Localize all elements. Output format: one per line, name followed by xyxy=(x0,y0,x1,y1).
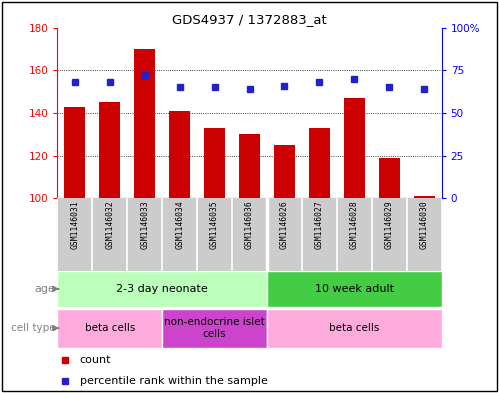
Bar xyxy=(414,196,435,198)
Text: cell type: cell type xyxy=(11,323,55,333)
Bar xyxy=(134,49,155,198)
Bar xyxy=(169,111,190,198)
Text: GSM1146028: GSM1146028 xyxy=(350,201,359,250)
Text: GSM1146030: GSM1146030 xyxy=(420,201,429,250)
Bar xyxy=(57,309,162,348)
Text: GSM1146035: GSM1146035 xyxy=(210,201,219,250)
Bar xyxy=(204,128,225,198)
Bar xyxy=(274,145,295,198)
Text: percentile rank within the sample: percentile rank within the sample xyxy=(80,376,268,386)
Bar xyxy=(64,107,85,198)
Text: non-endocrine islet
cells: non-endocrine islet cells xyxy=(164,318,265,339)
Bar xyxy=(309,128,330,198)
Text: beta cells: beta cells xyxy=(329,323,379,333)
Text: beta cells: beta cells xyxy=(85,323,135,333)
Title: GDS4937 / 1372883_at: GDS4937 / 1372883_at xyxy=(172,13,327,26)
Text: age: age xyxy=(34,284,55,294)
Text: GSM1146029: GSM1146029 xyxy=(385,201,394,250)
Text: GSM1146032: GSM1146032 xyxy=(105,201,114,250)
Text: 10 week adult: 10 week adult xyxy=(315,284,394,294)
Bar xyxy=(162,309,267,348)
Bar xyxy=(99,102,120,198)
Bar xyxy=(267,271,442,307)
Bar xyxy=(379,158,400,198)
Text: count: count xyxy=(80,354,111,365)
Text: GSM1146026: GSM1146026 xyxy=(280,201,289,250)
Text: GSM1146027: GSM1146027 xyxy=(315,201,324,250)
Bar xyxy=(57,271,267,307)
Bar xyxy=(344,98,365,198)
Text: GSM1146031: GSM1146031 xyxy=(70,201,79,250)
Bar xyxy=(239,134,260,198)
Text: GSM1146036: GSM1146036 xyxy=(245,201,254,250)
Text: GSM1146033: GSM1146033 xyxy=(140,201,149,250)
Text: GSM1146034: GSM1146034 xyxy=(175,201,184,250)
Text: 2-3 day neonate: 2-3 day neonate xyxy=(116,284,208,294)
Bar xyxy=(267,309,442,348)
